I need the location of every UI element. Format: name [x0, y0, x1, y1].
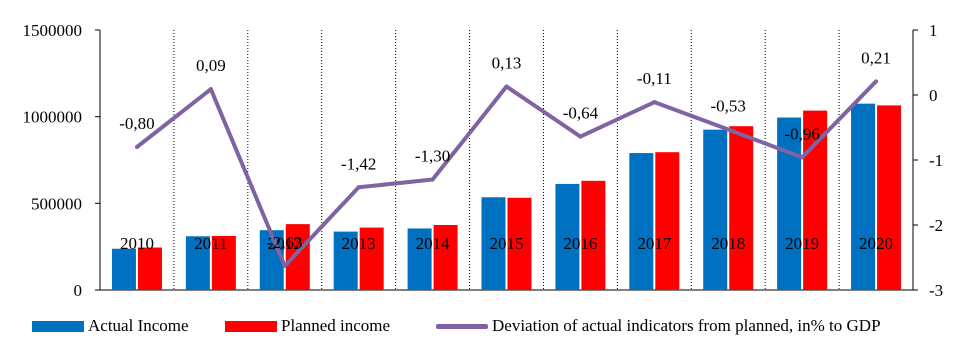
legend-label-actual-income: Actual Income: [88, 316, 189, 335]
bar-actual-income: [851, 103, 876, 291]
deviation-point: [504, 84, 509, 89]
bar-actual-income: [259, 230, 284, 290]
bar-planned-income: [581, 180, 606, 290]
legend-swatch-actual-income: [32, 320, 84, 332]
deviation-point: [578, 134, 583, 139]
x-tick-label: 2017: [637, 234, 672, 253]
deviation-data-label: 0,13: [492, 54, 522, 73]
bar-actual-income: [481, 197, 506, 290]
bar-planned-income: [433, 225, 458, 290]
legend-swatch-deviation: [436, 323, 488, 329]
bar-actual-income: [629, 153, 654, 290]
deviation-data-label: 0,21: [861, 48, 891, 67]
bar-planned-income: [211, 235, 236, 290]
deviation-point: [726, 127, 731, 132]
deviation-point: [208, 87, 213, 92]
bar-actual-income: [407, 228, 432, 290]
bar-planned-income: [729, 126, 754, 290]
y-left-tick-label: 500000: [31, 194, 82, 213]
x-tick-label: 2015: [490, 234, 524, 253]
deviation-data-label: -1,30: [415, 147, 450, 166]
y-right-tick-label: 0: [929, 86, 938, 105]
y-left-tick-label: 0: [74, 281, 83, 300]
bar-actual-income: [555, 183, 580, 290]
y-left-tick-label: 1500000: [23, 21, 83, 40]
legend: Actual Income Planned income Deviation o…: [0, 312, 976, 340]
deviation-data-label: -1,42: [341, 154, 376, 173]
x-tick-label: 2019: [785, 234, 819, 253]
legend-label-planned-income: Planned income: [281, 316, 391, 335]
bar-planned-income: [285, 224, 310, 290]
deviation-point: [356, 185, 361, 190]
bar-planned-income: [137, 247, 162, 290]
deviation-data-label: -0,64: [563, 104, 599, 123]
x-tick-label: 2013: [342, 234, 376, 253]
legend-label-deviation: Deviation of actual indicators from plan…: [492, 316, 881, 335]
x-tick-label: 2020: [859, 234, 893, 253]
legend-item-deviation: Deviation of actual indicators from plan…: [436, 316, 881, 336]
y-right-tick-label: -2: [929, 216, 943, 235]
bar-planned-income: [507, 197, 532, 290]
deviation-point: [430, 177, 435, 182]
deviation-point: [874, 79, 879, 84]
y-right-tick-label: -3: [929, 281, 943, 300]
deviation-point: [282, 263, 287, 268]
deviation-point: [134, 145, 139, 149]
bar-planned-income: [803, 110, 828, 290]
y-right-tick-label: -1: [929, 151, 943, 170]
deviation-data-label: 0,09: [196, 56, 226, 75]
deviation-data-label: -0,96: [784, 124, 819, 143]
chart: 0 500000 1000000 1500000 -3 -2 -1 0 1 2010 2011 201…: [23, 21, 944, 300]
bar-actual-income: [703, 129, 728, 290]
bar-actual-income: [333, 231, 358, 290]
deviation-data-label: -0,80: [119, 114, 154, 133]
y-left-tick-label: 1000000: [23, 108, 83, 127]
bar-planned-income: [877, 105, 902, 291]
deviation-data-label: -0,11: [637, 69, 672, 88]
deviation-data-label: -2,63: [267, 233, 302, 252]
x-tick-label: 2010: [120, 234, 154, 253]
legend-swatch-planned-income: [225, 320, 277, 332]
bar-actual-income: [111, 248, 136, 290]
x-tick-label: 2011: [194, 234, 227, 253]
deviation-data-label: -0,53: [711, 96, 746, 115]
deviation-point: [652, 100, 657, 105]
legend-item-actual-income: Actual Income: [32, 316, 189, 336]
bar-actual-income: [185, 236, 210, 290]
x-tick-label: 2016: [563, 234, 597, 253]
bar-planned-income: [655, 152, 680, 290]
bar-planned-income: [359, 227, 384, 290]
bar-actual-income: [777, 117, 802, 291]
x-tick-label: 2018: [711, 234, 745, 253]
legend-item-planned-income: Planned income: [225, 316, 390, 336]
y-right-tick-label: 1: [929, 21, 938, 40]
x-tick-label: 2014: [416, 234, 451, 253]
deviation-point: [800, 155, 805, 160]
